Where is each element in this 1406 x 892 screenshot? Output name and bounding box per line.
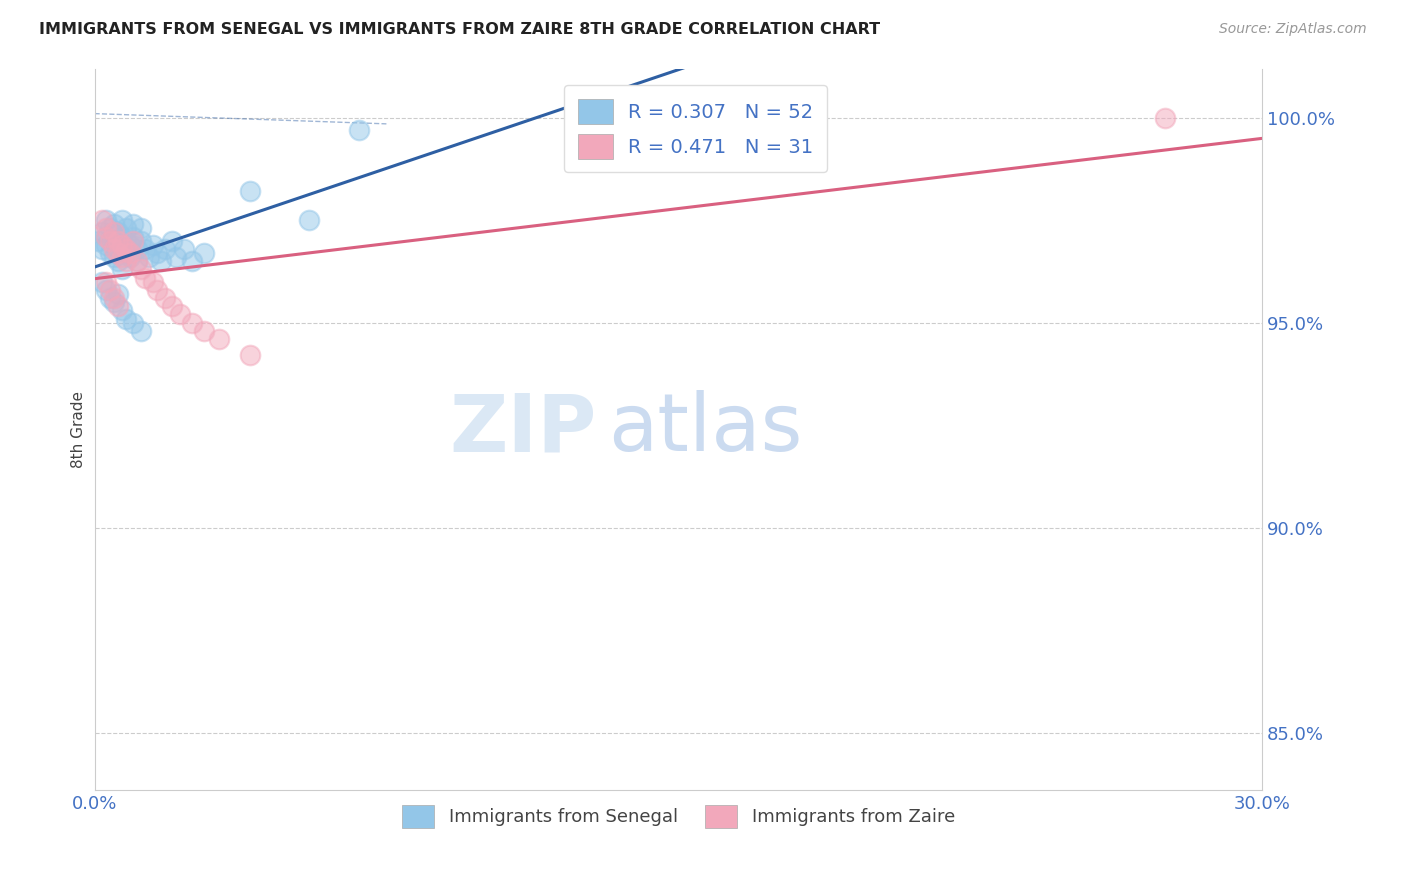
Point bbox=[103, 226, 125, 240]
Point bbox=[118, 250, 141, 264]
Text: Source: ZipAtlas.com: Source: ZipAtlas.com bbox=[1219, 22, 1367, 37]
Point bbox=[103, 250, 125, 264]
Point bbox=[138, 250, 160, 264]
Point bbox=[111, 213, 134, 227]
Point bbox=[114, 254, 136, 268]
Point bbox=[169, 308, 191, 322]
Point bbox=[146, 283, 169, 297]
Point bbox=[193, 324, 215, 338]
Point bbox=[103, 234, 125, 248]
Point bbox=[173, 242, 195, 256]
Point bbox=[98, 291, 121, 305]
Point bbox=[149, 254, 172, 268]
Point bbox=[129, 221, 152, 235]
Point bbox=[91, 275, 114, 289]
Point bbox=[122, 234, 145, 248]
Point bbox=[111, 237, 134, 252]
Point bbox=[91, 213, 114, 227]
Point bbox=[107, 299, 129, 313]
Text: atlas: atlas bbox=[609, 390, 803, 468]
Point bbox=[142, 275, 165, 289]
Point bbox=[103, 291, 125, 305]
Point bbox=[103, 217, 125, 231]
Point bbox=[193, 246, 215, 260]
Point bbox=[111, 262, 134, 277]
Point bbox=[1153, 111, 1175, 125]
Point bbox=[122, 316, 145, 330]
Point bbox=[98, 283, 121, 297]
Point bbox=[96, 283, 118, 297]
Point bbox=[87, 234, 110, 248]
Point bbox=[98, 246, 121, 260]
Point bbox=[127, 254, 149, 268]
Point bbox=[347, 123, 370, 137]
Point bbox=[165, 250, 187, 264]
Y-axis label: 8th Grade: 8th Grade bbox=[72, 391, 86, 467]
Point bbox=[162, 299, 184, 313]
Point bbox=[153, 242, 176, 256]
Point bbox=[91, 242, 114, 256]
Point bbox=[122, 229, 145, 244]
Point bbox=[239, 348, 262, 362]
Point bbox=[297, 213, 319, 227]
Text: IMMIGRANTS FROM SENEGAL VS IMMIGRANTS FROM ZAIRE 8TH GRADE CORRELATION CHART: IMMIGRANTS FROM SENEGAL VS IMMIGRANTS FR… bbox=[39, 22, 880, 37]
Point bbox=[129, 262, 152, 277]
Point bbox=[180, 254, 202, 268]
Point bbox=[127, 254, 149, 268]
Point bbox=[103, 295, 125, 310]
Point bbox=[129, 234, 152, 248]
Point bbox=[98, 234, 121, 248]
Point bbox=[96, 229, 118, 244]
Text: ZIP: ZIP bbox=[450, 390, 596, 468]
Point bbox=[239, 185, 262, 199]
Point bbox=[103, 242, 125, 256]
Point bbox=[111, 229, 134, 244]
Point bbox=[134, 242, 156, 256]
Point bbox=[114, 246, 136, 260]
Point bbox=[98, 221, 121, 235]
Point bbox=[122, 217, 145, 231]
Point bbox=[107, 287, 129, 301]
Point bbox=[107, 246, 129, 260]
Legend: Immigrants from Senegal, Immigrants from Zaire: Immigrants from Senegal, Immigrants from… bbox=[394, 797, 962, 835]
Point bbox=[162, 234, 184, 248]
Point bbox=[127, 242, 149, 256]
Point bbox=[96, 229, 118, 244]
Point bbox=[91, 226, 114, 240]
Point bbox=[114, 311, 136, 326]
Point bbox=[107, 254, 129, 268]
Point bbox=[118, 246, 141, 260]
Point bbox=[107, 234, 129, 248]
Point bbox=[107, 226, 129, 240]
Point bbox=[114, 234, 136, 248]
Point bbox=[107, 242, 129, 256]
Point bbox=[114, 221, 136, 235]
Point bbox=[96, 237, 118, 252]
Point bbox=[129, 324, 152, 338]
Point bbox=[96, 213, 118, 227]
Point bbox=[146, 246, 169, 260]
Point bbox=[111, 250, 134, 264]
Point bbox=[134, 270, 156, 285]
Point bbox=[118, 237, 141, 252]
Point bbox=[111, 303, 134, 318]
Point bbox=[111, 237, 134, 252]
Point bbox=[96, 275, 118, 289]
Point bbox=[142, 237, 165, 252]
Point bbox=[180, 316, 202, 330]
Point bbox=[114, 242, 136, 256]
Point bbox=[96, 221, 118, 235]
Point bbox=[153, 291, 176, 305]
Point bbox=[208, 332, 231, 346]
